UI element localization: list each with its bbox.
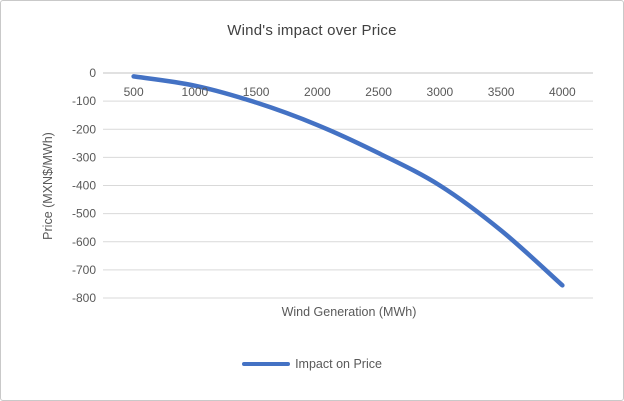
y-tick-label: -100 <box>72 94 96 108</box>
y-axis-title: Price (MXN$/MWh) <box>41 132 55 240</box>
y-tick-label: -400 <box>72 179 96 193</box>
x-tick-label: 500 <box>124 85 144 99</box>
x-tick-label: 3000 <box>427 85 454 99</box>
y-tick-label: -800 <box>72 291 96 305</box>
x-tick-label: 4000 <box>549 85 576 99</box>
x-tick-label: 1000 <box>182 85 209 99</box>
legend-label: Impact on Price <box>295 357 382 371</box>
y-tick-label: 0 <box>89 66 96 80</box>
y-tick-label: -700 <box>72 263 96 277</box>
y-tick-label: -300 <box>72 150 96 164</box>
x-tick-label: 2500 <box>365 85 392 99</box>
chart-title: Wind's impact over Price <box>227 22 397 39</box>
x-tick-label: 2000 <box>304 85 331 99</box>
y-tick-label: -600 <box>72 235 96 249</box>
legend-line-marker <box>242 362 291 366</box>
x-tick-label: 1500 <box>243 85 270 99</box>
series-impact-on-price <box>131 74 565 288</box>
y-tick-label: -500 <box>72 207 96 221</box>
y-tick-label: -200 <box>72 122 96 136</box>
x-tick-label: 3500 <box>488 85 515 99</box>
legend: Impact on Price <box>1 357 623 371</box>
x-axis-title: Wind Generation (MWh) <box>281 305 417 319</box>
